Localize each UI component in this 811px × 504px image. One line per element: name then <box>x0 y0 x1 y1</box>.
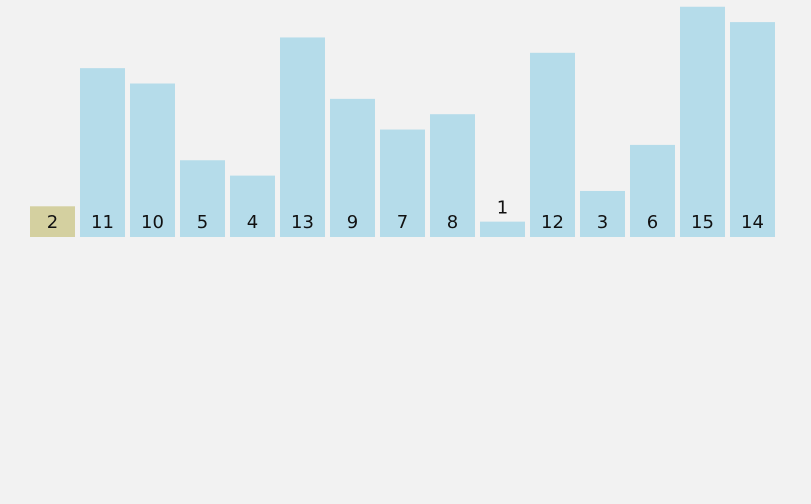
bar <box>730 22 775 237</box>
bar-value-label: 5 <box>197 212 208 233</box>
bar <box>280 37 325 238</box>
bar <box>680 6 725 237</box>
bar-value-label: 15 <box>691 212 714 233</box>
bar-value-label: 10 <box>141 212 164 233</box>
bar <box>180 160 225 237</box>
bar <box>380 129 425 237</box>
bar <box>530 52 575 237</box>
bar-value-label: 12 <box>541 212 564 233</box>
bar-value-label: 14 <box>741 212 764 233</box>
bar <box>130 83 175 237</box>
bar <box>230 175 275 237</box>
bar-value-label: 9 <box>347 212 358 233</box>
bar <box>330 98 375 237</box>
bar-value-label: 13 <box>291 212 314 233</box>
bar-value-label: 6 <box>647 212 658 233</box>
bar-value-label: 4 <box>247 212 258 233</box>
bar-value-label: 2 <box>47 212 58 233</box>
bar <box>480 221 525 237</box>
bar-value-label: 1 <box>497 198 508 219</box>
bar-value-label: 3 <box>597 212 608 233</box>
labels-group: 2 11 10 5 4 13 9 7 8 1 12 3 6 15 14 <box>47 198 764 233</box>
bar-value-label: 11 <box>91 212 114 233</box>
bar-value-label: 7 <box>397 212 408 233</box>
bars-group <box>30 6 775 238</box>
bar-highlighted <box>30 206 75 237</box>
bar <box>580 190 625 237</box>
bar <box>630 144 675 237</box>
bar-value-label: 8 <box>447 212 458 233</box>
bar <box>430 114 475 237</box>
bar <box>80 68 125 238</box>
